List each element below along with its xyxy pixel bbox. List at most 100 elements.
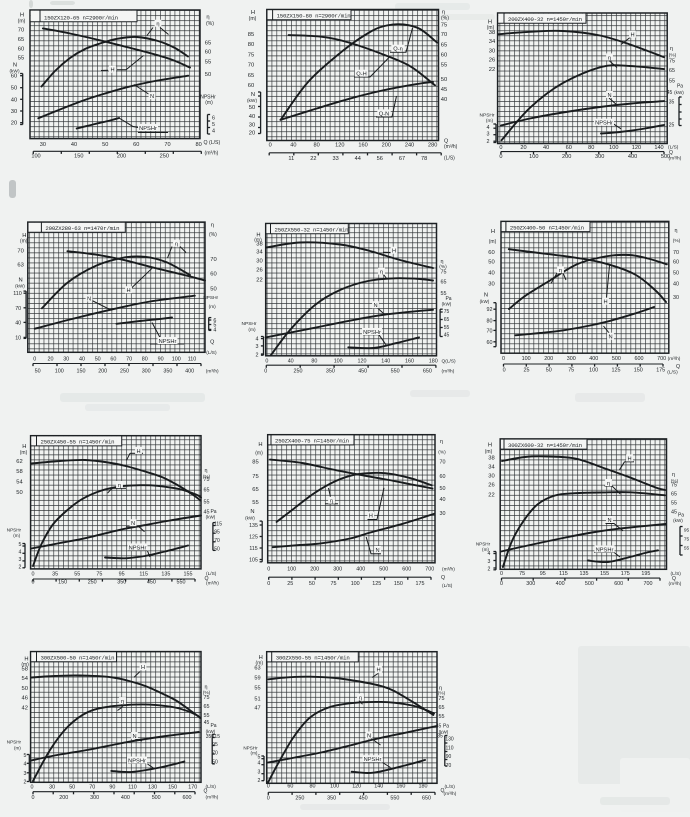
svg-text:350: 350 (326, 369, 335, 375)
svg-text:155: 155 (184, 572, 193, 578)
svg-text:195: 195 (641, 571, 650, 577)
svg-text:N: N (607, 518, 611, 524)
svg-text:0: 0 (502, 356, 505, 362)
svg-text:54: 54 (16, 479, 23, 485)
svg-text:700: 700 (644, 581, 653, 587)
svg-text:0: 0 (267, 783, 270, 789)
svg-text:η: η (330, 499, 333, 505)
svg-text:250ZX400-75 n=1450r/min: 250ZX400-75 n=1450r/min (275, 438, 349, 445)
svg-text:50: 50 (214, 547, 220, 553)
svg-text:200ZX280-63 n=1470r/min: 200ZX280-63 n=1470r/min (45, 225, 119, 232)
svg-text:(m): (m) (248, 327, 256, 333)
svg-text:H: H (603, 300, 607, 306)
svg-text:(%): (%) (209, 232, 217, 238)
svg-text:0: 0 (32, 795, 35, 801)
svg-text:(kW): (kW) (673, 518, 683, 523)
svg-text:(kW): (kW) (206, 515, 216, 520)
svg-text:40: 40 (79, 356, 85, 362)
svg-text:60: 60 (133, 142, 139, 148)
svg-text:65: 65 (669, 68, 675, 74)
svg-text:30: 30 (256, 258, 262, 264)
svg-text:4: 4 (212, 129, 215, 135)
svg-text:NPSHr: NPSHr (200, 95, 216, 101)
svg-text:150: 150 (168, 785, 177, 791)
svg-text:55: 55 (669, 79, 675, 85)
svg-text:22: 22 (489, 67, 495, 73)
svg-text:65: 65 (248, 73, 254, 79)
svg-text:NPSHr: NPSHr (159, 339, 177, 345)
svg-text:(m): (m) (20, 450, 28, 456)
svg-text:50: 50 (16, 490, 22, 496)
svg-text:150ZX150-80 n=2900r/min: 150ZX150-80 n=2900r/min (277, 12, 351, 19)
svg-text:40: 40 (15, 320, 21, 326)
svg-text:η: η (439, 685, 442, 691)
svg-text:44: 44 (355, 156, 361, 162)
svg-text:5: 5 (24, 753, 27, 759)
svg-text:H: H (392, 249, 396, 255)
svg-text:65: 65 (444, 317, 450, 323)
svg-text:130: 130 (445, 737, 454, 743)
svg-text:(m): (m) (20, 239, 28, 245)
svg-text:350: 350 (163, 368, 172, 374)
svg-text:Pa: Pa (443, 723, 449, 729)
svg-text:0: 0 (267, 566, 270, 572)
svg-text:N: N (87, 296, 91, 302)
svg-text:26: 26 (489, 58, 495, 64)
svg-text:(kW): (kW) (247, 98, 258, 104)
svg-text:55: 55 (205, 60, 211, 66)
svg-text:30: 30 (40, 142, 46, 148)
svg-text:η: η (608, 55, 611, 61)
svg-text:NPSHr: NPSHr (480, 113, 495, 119)
svg-text:N: N (131, 521, 135, 527)
svg-text:120: 120 (352, 783, 361, 789)
svg-text:η: η (206, 15, 209, 21)
svg-text:45: 45 (444, 333, 450, 339)
svg-text:100: 100 (609, 145, 618, 151)
svg-text:75: 75 (441, 23, 447, 29)
svg-text:65: 65 (204, 488, 210, 494)
svg-text:45: 45 (204, 510, 210, 516)
svg-text:4: 4 (487, 125, 490, 131)
svg-text:90: 90 (158, 356, 164, 362)
svg-text:110: 110 (128, 785, 137, 791)
svg-text:6: 6 (212, 116, 215, 122)
svg-text:Q(L/S): Q(L/S) (442, 359, 457, 365)
svg-text:95: 95 (684, 528, 690, 534)
svg-text:250: 250 (294, 369, 303, 375)
svg-text:120: 120 (632, 145, 641, 151)
svg-text:η: η (205, 684, 208, 690)
svg-text:30: 30 (440, 511, 446, 517)
svg-text:0: 0 (31, 785, 34, 791)
svg-text:H: H (491, 229, 495, 235)
svg-text:11: 11 (288, 156, 294, 162)
svg-text:300: 300 (90, 795, 99, 801)
svg-text:70: 70 (446, 763, 452, 769)
svg-text:(kW): (kW) (245, 516, 255, 521)
svg-text:45: 45 (204, 720, 210, 726)
svg-text:160: 160 (358, 143, 367, 149)
svg-text:Q (L/S): Q (L/S) (204, 140, 221, 146)
svg-text:50: 50 (35, 368, 41, 374)
svg-text:500: 500 (152, 795, 161, 801)
svg-text:40: 40 (71, 142, 77, 148)
svg-text:η: η (156, 22, 159, 28)
svg-text:58: 58 (16, 469, 22, 475)
svg-text:2: 2 (19, 565, 22, 571)
svg-text:35: 35 (669, 100, 675, 106)
svg-text:(m): (m) (256, 660, 264, 666)
svg-text:58: 58 (21, 667, 27, 673)
svg-text:75: 75 (248, 52, 254, 58)
svg-text:50: 50 (205, 72, 211, 78)
svg-text:0: 0 (32, 580, 35, 586)
svg-text:65: 65 (671, 492, 677, 498)
svg-text:H: H (136, 449, 140, 455)
svg-text:65: 65 (439, 705, 445, 711)
svg-text:250ZX450-55 n=1450r/min: 250ZX450-55 n=1450r/min (41, 439, 115, 446)
svg-text:NPSHr: NPSHr (242, 321, 257, 327)
svg-text:80: 80 (142, 356, 148, 362)
svg-text:(%): (%) (203, 474, 211, 480)
svg-text:Q: Q (210, 339, 214, 345)
svg-text:60: 60 (487, 340, 493, 346)
svg-text:75: 75 (444, 309, 450, 315)
svg-text:6: 6 (213, 318, 216, 324)
